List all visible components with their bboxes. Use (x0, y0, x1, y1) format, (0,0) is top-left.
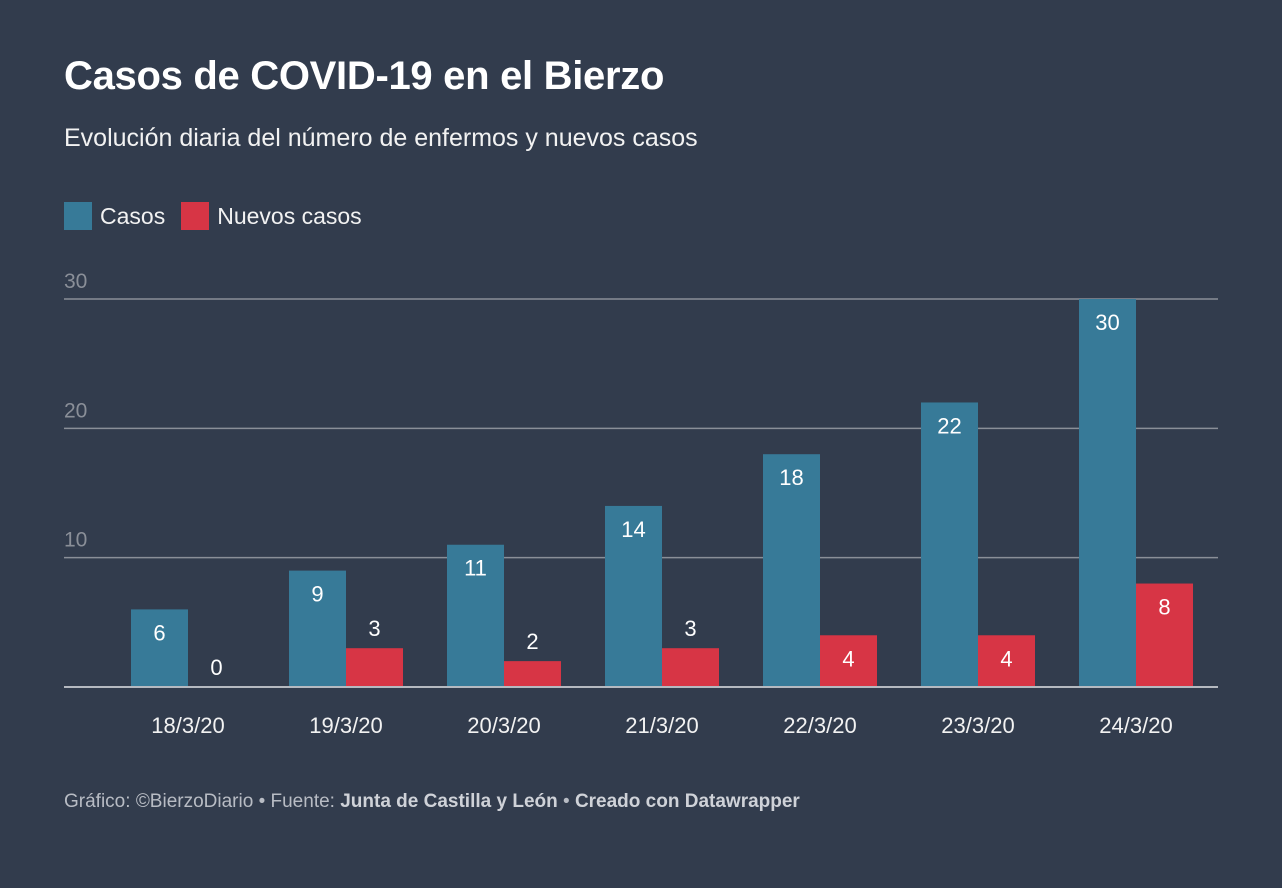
legend-item-nuevos-casos: Nuevos casos (181, 202, 362, 230)
data-label: 4 (1000, 646, 1012, 671)
data-label: 2 (526, 629, 538, 654)
footer-grafico-value: ©BierzoDiario (135, 791, 254, 812)
x-tick-label: 18/3/20 (151, 713, 224, 738)
legend-item-casos: Casos (64, 202, 165, 230)
data-label: 11 (464, 556, 487, 581)
legend-label-casos: Casos (100, 202, 166, 229)
bar-nuevos-casos (504, 661, 561, 687)
footer-fuente-link[interactable]: Junta de Castilla y León (340, 791, 558, 812)
bar-nuevos-casos (978, 635, 1035, 687)
data-label: 22 (937, 413, 961, 438)
y-tick-label: 30 (64, 270, 87, 293)
data-label: 8 (1158, 595, 1170, 620)
x-tick-label: 21/3/20 (625, 713, 698, 738)
bar-nuevos-casos (346, 648, 403, 687)
bar-nuevos-casos (1136, 583, 1193, 687)
bar-casos (763, 454, 820, 687)
data-label: 9 (311, 582, 323, 607)
footer: Gráfico: ©BierzoDiario • Fuente: Junta d… (64, 790, 800, 814)
bar-casos (1079, 299, 1136, 687)
bar-casos (447, 544, 504, 687)
x-tick-label: 20/3/20 (467, 713, 540, 738)
legend-label-nuevos-casos: Nuevos casos (217, 202, 362, 229)
bar-nuevos-casos (820, 635, 877, 687)
bar-casos (289, 570, 346, 687)
legend: Casos Nuevos casos (64, 201, 378, 231)
legend-swatch-nuevos-casos (181, 202, 210, 230)
footer-fuente-label: • Fuente: (253, 791, 341, 812)
y-tick-label: 10 (64, 529, 87, 552)
bar-casos (605, 505, 662, 687)
data-label: 0 (210, 655, 222, 680)
data-label: 14 (621, 517, 645, 542)
legend-swatch-casos (64, 202, 92, 230)
footer-grafico-label: Gráfico: (64, 791, 136, 812)
data-label: 18 (779, 465, 803, 490)
y-tick-label: 20 (64, 399, 87, 422)
data-label: 30 (1095, 310, 1119, 335)
bar-casos (131, 609, 188, 687)
footer-datawrapper-link[interactable]: Creado con Datawrapper (574, 791, 800, 812)
x-tick-label: 19/3/20 (309, 713, 382, 738)
chart-subtitle: Evolución diaria del número de enfermos … (64, 124, 698, 152)
x-tick-label: 24/3/20 (1099, 713, 1172, 738)
footer-separator: • (557, 791, 575, 812)
x-tick-label: 23/3/20 (941, 713, 1014, 738)
bar-nuevos-casos (662, 648, 719, 687)
data-label: 4 (842, 646, 854, 671)
bar-casos (921, 402, 978, 687)
data-label: 3 (368, 616, 380, 641)
x-tick-label: 22/3/20 (783, 713, 856, 738)
data-label: 6 (153, 620, 165, 645)
data-label: 3 (684, 616, 696, 641)
chart-title: Casos de COVID-19 en el Bierzo (64, 54, 665, 98)
